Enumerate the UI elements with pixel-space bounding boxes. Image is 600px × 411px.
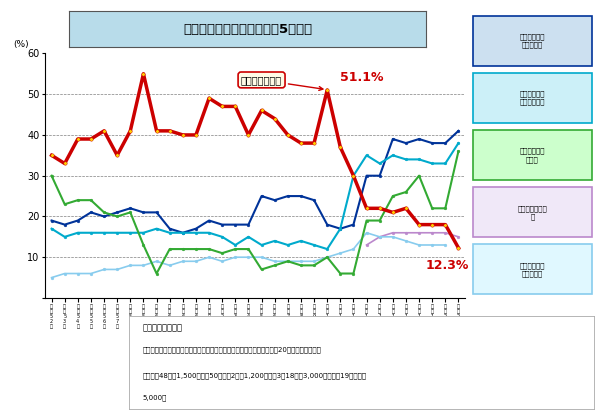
Text: 横浜市民意識調査: 横浜市民意識調査 (143, 323, 183, 332)
Text: 51.1%: 51.1% (340, 71, 384, 84)
Text: 心配ごとの経年変化（上位5項目）: 心配ごとの経年変化（上位5項目） (183, 23, 312, 36)
Text: 犯罪や防犯のこ
と: 犯罪や防犯のこ と (518, 205, 547, 219)
Text: 子供の保育や
教育のこと: 子供の保育や 教育のこと (520, 262, 545, 277)
Text: 抽出方法：層化二段無作為抽出　調査方法：戸別訪問面接聴取法、平成20年度は郵送留置法: 抽出方法：層化二段無作為抽出 調査方法：戸別訪問面接聴取法、平成20年度は郵送留… (143, 346, 322, 353)
FancyBboxPatch shape (473, 187, 592, 237)
Text: (%): (%) (14, 39, 29, 48)
Text: 心配ごとはない: 心配ごとはない (241, 75, 323, 90)
FancyBboxPatch shape (473, 245, 592, 294)
Text: 12.3%: 12.3% (425, 259, 469, 272)
Text: 景気や生活費
のこと: 景気や生活費 のこと (520, 148, 545, 162)
Text: 家族の健康や
生活上の問題: 家族の健康や 生活上の問題 (520, 91, 545, 105)
Text: 標本数：48年は1,500、平成50〜平成2年は1,200、平成3〜18年は3,000人、平成19年度から: 標本数：48年は1,500、平成50〜平成2年は1,200、平成3〜18年は3,… (143, 372, 367, 379)
Text: 5,000人: 5,000人 (143, 394, 167, 401)
FancyBboxPatch shape (473, 16, 592, 66)
FancyBboxPatch shape (473, 130, 592, 180)
FancyBboxPatch shape (473, 73, 592, 123)
Text: 自分の病気や
老後のこと: 自分の病気や 老後のこと (520, 34, 545, 48)
